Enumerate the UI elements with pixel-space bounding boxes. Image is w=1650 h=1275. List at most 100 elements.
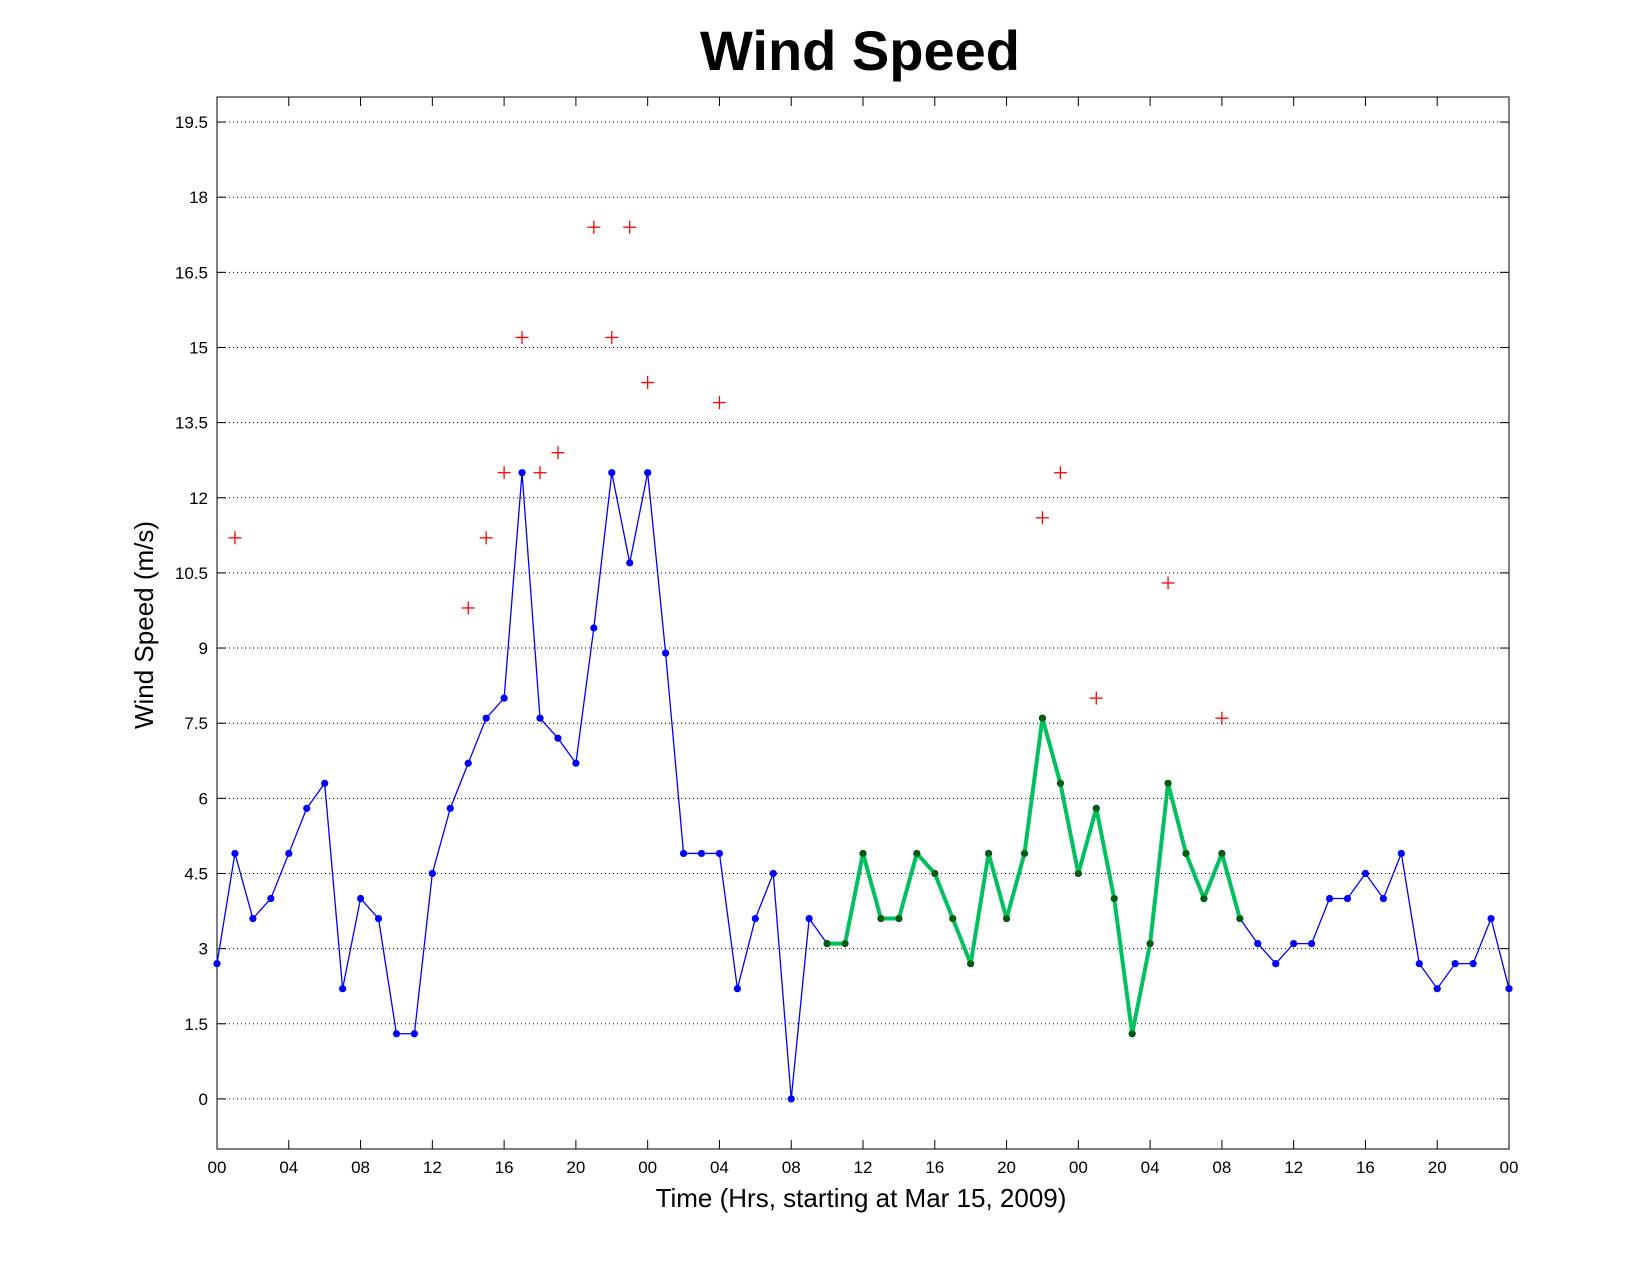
green-data-point — [1003, 915, 1010, 922]
chart-title: Wind Speed — [700, 19, 1020, 82]
green-data-point — [1092, 804, 1100, 812]
blue-data-point — [1451, 960, 1459, 968]
blue-data-point — [518, 469, 526, 477]
green-data-point — [1236, 915, 1244, 922]
blue-data-point — [626, 559, 634, 567]
x-axis-ticks: 00 04 08 12 16 20 00 04 08 12 16 20 00 04 08 12 16 20 00 — [208, 97, 1518, 1177]
blue-data-point — [374, 914, 383, 923]
red-plus-marker — [515, 330, 529, 344]
y-tick-label: 9 — [199, 639, 208, 658]
red-plus-marker — [1215, 711, 1229, 725]
grid-lines — [217, 121, 1509, 1100]
green-data-point — [1218, 850, 1226, 857]
y-tick-label: 12 — [189, 489, 208, 508]
blue-data-point — [1469, 960, 1477, 968]
x-tick-label: 16 — [925, 1158, 944, 1177]
x-axis-label: Time (Hrs, starting at Mar 15, 2009) — [656, 1183, 1067, 1213]
green-data-point — [859, 850, 867, 857]
blue-data-point — [733, 985, 741, 993]
red-plus-marker — [1089, 691, 1103, 705]
green-data-point — [1021, 850, 1028, 857]
blue-data-point — [554, 734, 562, 742]
blue-data-point — [321, 779, 329, 787]
blue-data-point — [267, 894, 275, 903]
blue-data-point — [285, 849, 293, 858]
green-series-line — [827, 716, 1242, 1036]
green-data-point — [985, 850, 993, 857]
plot-area-frame — [216, 96, 1510, 1150]
red-plus-marker — [533, 466, 547, 480]
y-tick-label: 18 — [189, 188, 208, 207]
blue-data-point — [1361, 869, 1370, 878]
green-data-point — [1182, 850, 1190, 857]
y-tick-label: 10.5 — [175, 564, 208, 583]
blue-data-point — [1343, 894, 1352, 903]
y-tick-label: 7.5 — [184, 714, 208, 733]
blue-data-point — [536, 714, 544, 722]
x-tick-label: 08 — [351, 1158, 370, 1177]
y-tick-label: 1.5 — [184, 1015, 208, 1034]
blue-data-point — [697, 849, 706, 858]
blue-data-point — [500, 694, 508, 702]
green-data-point — [949, 915, 957, 922]
blue-data-point — [715, 849, 724, 858]
y-tick-label: 19.5 — [175, 113, 208, 132]
green-data-point — [841, 940, 849, 948]
green-data-point — [1039, 714, 1046, 722]
green-data-point — [877, 915, 885, 922]
x-tick-label: 12 — [854, 1158, 873, 1177]
blue-data-point — [572, 759, 580, 767]
red-plus-marker — [712, 396, 726, 410]
x-tick-label: 16 — [495, 1158, 514, 1177]
green-data-point — [1200, 895, 1208, 902]
x-tick-label: 04 — [279, 1158, 298, 1177]
y-tick-label: 0 — [199, 1090, 208, 1109]
red-plus-marker — [1161, 576, 1175, 590]
blue-data-point — [482, 714, 490, 722]
y-tick-label: 16.5 — [175, 263, 208, 282]
x-tick-label: 20 — [566, 1158, 585, 1177]
blue-data-point — [644, 469, 652, 477]
red-plus-marker — [479, 531, 493, 545]
y-tick-label: 3 — [199, 940, 208, 959]
blue-data-point — [1379, 894, 1387, 903]
blue-data-point — [1272, 960, 1280, 968]
green-data-point — [1110, 895, 1118, 902]
red-plus-marker — [587, 220, 601, 234]
red-plus-marker — [1053, 466, 1067, 480]
y-tick-label: 4.5 — [184, 864, 208, 883]
blue-data-point — [464, 759, 472, 767]
blue-data-point — [769, 869, 777, 878]
red-plus-marker — [641, 376, 655, 390]
x-tick-label: 12 — [1284, 1158, 1303, 1177]
green-data-point — [1146, 940, 1154, 948]
x-tick-label: 16 — [1356, 1158, 1375, 1177]
red-plus-marker — [605, 330, 619, 344]
x-tick-label: 20 — [997, 1158, 1016, 1177]
blue-data-point — [1397, 849, 1405, 858]
blue-data-point — [805, 914, 813, 923]
blue-data-point — [356, 894, 365, 903]
x-tick-label: 04 — [710, 1158, 729, 1177]
blue-data-point — [249, 914, 257, 923]
blue-data-point — [751, 914, 759, 923]
x-tick-label: 20 — [1428, 1158, 1447, 1177]
red-plus-marker — [551, 446, 565, 460]
green-data-point — [823, 940, 831, 948]
blue-data-point — [590, 624, 598, 632]
blue-data-point — [662, 649, 670, 657]
blue-series-line — [216, 472, 1510, 1099]
green-data-point — [913, 850, 921, 857]
green-data-point — [931, 870, 939, 877]
red-plus-marker — [461, 601, 475, 615]
blue-data-point — [446, 804, 454, 812]
blue-data-point — [1433, 985, 1441, 993]
x-tick-label: 08 — [1212, 1158, 1231, 1177]
blue-data-point — [213, 960, 221, 968]
y-tick-label: 13.5 — [175, 414, 208, 433]
red-plus-marker — [1035, 511, 1049, 525]
y-tick-label: 15 — [189, 338, 208, 357]
green-data-point — [1128, 1030, 1136, 1038]
x-tick-label: 00 — [208, 1158, 227, 1177]
